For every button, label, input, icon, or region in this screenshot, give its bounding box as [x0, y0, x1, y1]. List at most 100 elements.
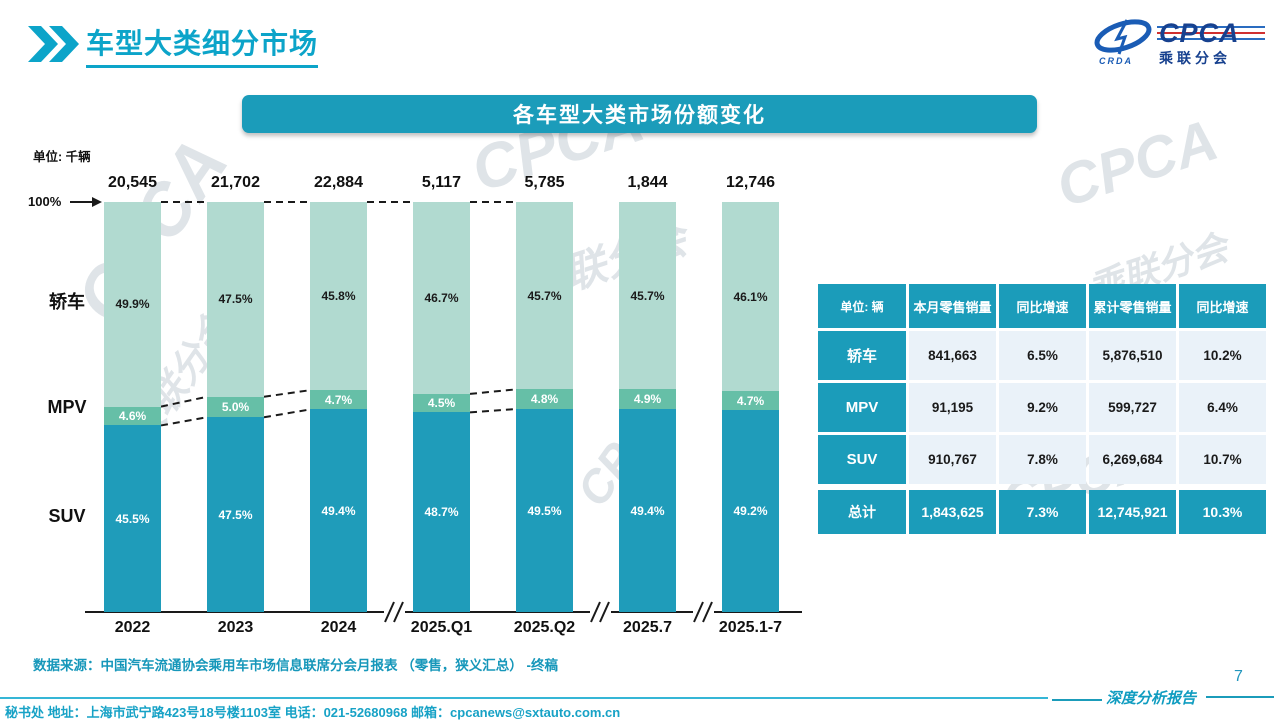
segment-pct-label: 49.2% — [733, 504, 768, 519]
bar-column: 45.8% 4.7% 49.4% — [310, 202, 367, 612]
table-cell: 7.8% — [999, 435, 1086, 484]
segment-pct-label: 4.9% — [633, 392, 662, 407]
bar-total-label: 20,545 — [108, 174, 157, 191]
bar-segment-suv: 49.2% — [722, 410, 779, 612]
cpca-logo-wordmark: CPCA 乘联分会 — [1157, 18, 1271, 76]
bar-segment-suv: 49.4% — [310, 409, 367, 612]
table-cell: 10.7% — [1179, 435, 1266, 484]
segment-pct-label: 4.7% — [324, 392, 353, 407]
table-row-label: 轿车 — [818, 331, 906, 380]
table-cell: 910,767 — [909, 435, 996, 484]
bar-segment-mpv: 4.7% — [722, 391, 779, 411]
series-label-sedan: 轿车 — [49, 292, 85, 312]
segment-pct-label: 49.4% — [321, 503, 356, 518]
table-total-cell: 7.3% — [999, 490, 1086, 534]
bar-segment-mpv: 4.6% — [104, 406, 161, 426]
source-note: 数据来源：中国汽车流通协会乘用车市场信息联席分会月报表 （零售，狭义汇总） -终… — [33, 658, 558, 673]
table-total-cell: 10.3% — [1179, 490, 1266, 534]
bar-total-label: 21,702 — [211, 174, 260, 191]
table-cell: 5,876,510 — [1089, 331, 1176, 380]
bar-column: 45.7% 4.8% 49.5% — [516, 202, 573, 612]
bar-total-label: 22,884 — [314, 174, 363, 191]
bar-segment-sedan: 47.5% — [207, 202, 264, 397]
segment-pct-label: 47.5% — [218, 507, 253, 522]
watermark-cpca: CPCA — [1048, 107, 1226, 220]
double-chevron-icon — [28, 26, 79, 62]
table-column-header: 同比增速 — [1179, 284, 1266, 328]
series-label-suv: SUV — [48, 506, 86, 526]
bar-segment-mpv: 5.0% — [207, 396, 264, 418]
bar-column: 46.1% 4.7% 49.2% — [722, 202, 779, 612]
chart-title-banner: 各车型大类市场份额变化 — [242, 95, 1037, 133]
cpca-logo-subtext: 乘联分会 — [1159, 50, 1231, 66]
bars-container: 20,545 49.9% 4.6% 45.5% 2022 21,702 47.5% 5.0% 4… — [0, 140, 815, 650]
bar-segment-mpv: 4.7% — [310, 390, 367, 410]
cpca-logo-text: CPCA — [1159, 18, 1240, 48]
series-label-mpv: MPV — [47, 397, 87, 417]
bar-total-label: 5,785 — [524, 174, 565, 191]
table-cell: 841,663 — [909, 331, 996, 380]
segment-pct-label: 46.7% — [424, 290, 459, 305]
bar-segment-mpv: 4.5% — [413, 393, 470, 413]
bar-segment-sedan: 49.9% — [104, 202, 161, 407]
segment-pct-label: 45.7% — [527, 288, 562, 303]
table-cell: 6,269,684 — [1089, 435, 1176, 484]
segment-pct-label: 45.5% — [115, 511, 150, 526]
stacked-bar-chart: 单位: 千辆 100% 轿车 MPV SUV 20,545 49.9% 4.6% 45… — [0, 140, 815, 650]
bar-segment-suv: 49.5% — [516, 409, 573, 612]
table-unit-header: 单位: 辆 — [818, 284, 906, 328]
chart-connectors-axis — [70, 197, 802, 623]
x-axis-label: 2025.Q1 — [410, 619, 473, 636]
table-column-header: 同比增速 — [999, 284, 1086, 328]
bar-segment-sedan: 46.1% — [722, 202, 779, 391]
bar-segment-suv: 49.4% — [619, 409, 676, 612]
bar-segment-mpv: 4.8% — [516, 389, 573, 410]
bar-column: 46.7% 4.5% 48.7% — [413, 202, 470, 612]
logo-stripes — [1157, 26, 1265, 46]
bar-column: 47.5% 5.0% 47.5% — [207, 202, 264, 612]
bar-segment-sedan: 45.7% — [619, 202, 676, 390]
page-number: 7 — [1234, 668, 1243, 685]
table-row-label: MPV — [818, 383, 906, 432]
table-cell: 6.5% — [999, 331, 1086, 380]
report-type-label: 深度分析报告 — [1106, 689, 1197, 707]
footer-divider — [0, 697, 1048, 699]
bar-segment-suv: 48.7% — [413, 412, 470, 612]
bar-total-label: 12,746 — [726, 174, 775, 191]
x-axis-label: 2024 — [320, 619, 357, 636]
page-title: 车型大类细分市场 — [86, 22, 319, 68]
table-row-label: SUV — [818, 435, 906, 484]
table-total-cell: 12,745,921 — [1089, 490, 1176, 534]
x-axis-label: 2025.7 — [623, 619, 672, 636]
segment-pct-label: 49.4% — [630, 503, 665, 518]
table-cell: 9.2% — [999, 383, 1086, 432]
segment-pct-label: 49.5% — [527, 503, 562, 518]
bar-column: 45.7% 4.9% 49.4% — [619, 202, 676, 612]
x-axis-label: 2023 — [217, 619, 254, 636]
segment-pct-label: 4.7% — [736, 393, 765, 408]
table-cell: 10.2% — [1179, 331, 1266, 380]
chart-unit-label: 单位: 千辆 — [33, 150, 91, 164]
bar-segment-sedan: 45.7% — [516, 202, 573, 390]
bar-total-label: 5,117 — [421, 174, 462, 191]
table-total-cell: 1,843,625 — [909, 490, 996, 534]
segment-pct-label: 46.1% — [733, 289, 768, 304]
x-axis-label: 2025.Q2 — [513, 619, 576, 636]
segment-pct-label: 5.0% — [221, 400, 250, 414]
segment-pct-label: 4.8% — [530, 392, 559, 407]
bar-segment-mpv: 4.9% — [619, 389, 676, 410]
segment-pct-label: 47.5% — [218, 292, 253, 307]
table-total-label: 总计 — [818, 490, 906, 534]
footer-deco-line-left — [1052, 699, 1102, 701]
axis-100-label: 100% — [28, 194, 62, 209]
x-axis-label: 2025.1-7 — [718, 619, 783, 636]
footer-contact-text: 秘书处 地址：上海市武宁路423号18号楼1103室 电话：021-526809… — [5, 705, 621, 720]
footer-deco-line-right — [1206, 696, 1274, 698]
table-cell: 6.4% — [1179, 383, 1266, 432]
table-cell: 599,727 — [1089, 383, 1176, 432]
segment-pct-label: 4.6% — [118, 409, 147, 423]
bar-total-label: 1,844 — [627, 174, 668, 191]
segment-pct-label: 48.7% — [424, 505, 459, 520]
bar-segment-suv: 45.5% — [104, 425, 161, 612]
